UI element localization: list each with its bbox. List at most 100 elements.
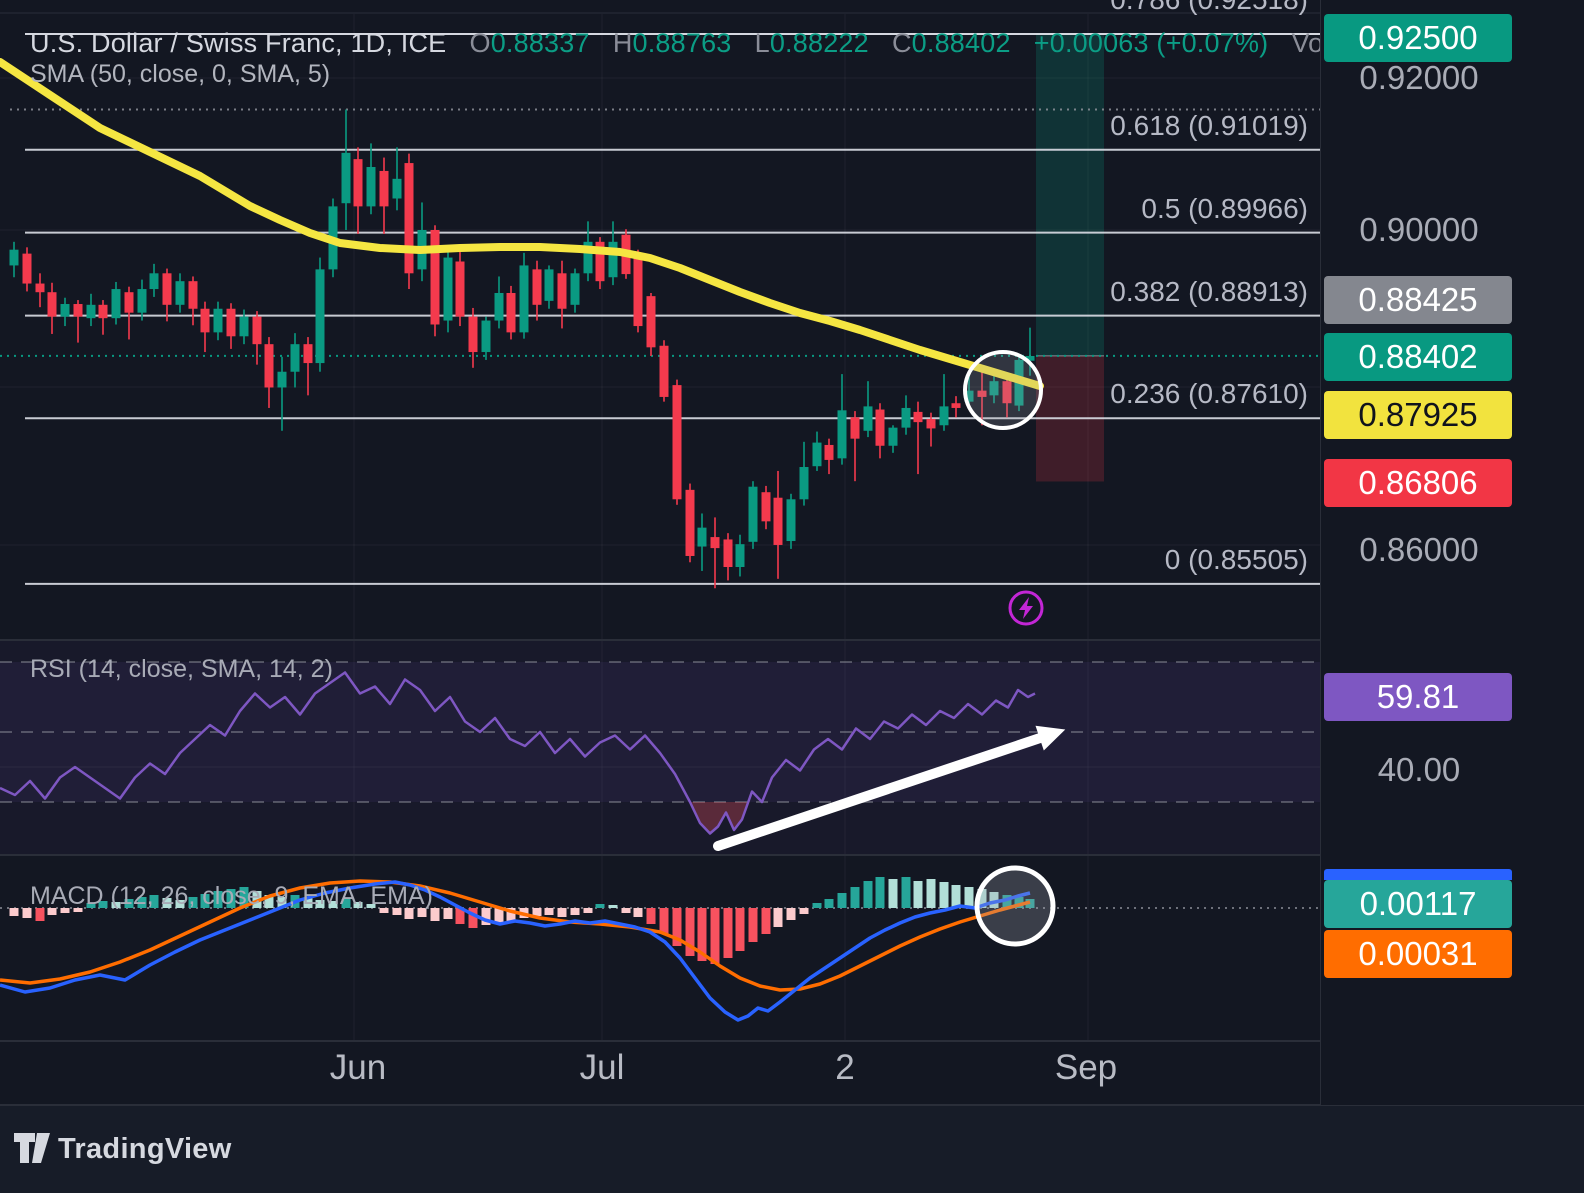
macd-histogram-bar (22, 908, 32, 918)
candlestick (964, 390, 974, 402)
candlestick (9, 249, 19, 266)
candlestick (60, 304, 70, 317)
candlestick (137, 289, 147, 313)
macd-histogram-bar (633, 908, 643, 917)
candlestick (773, 497, 783, 545)
candlestick (188, 281, 198, 309)
candlestick (455, 261, 465, 317)
candlestick (47, 292, 57, 317)
change-value: +0.00063 (+0.07%) (1033, 28, 1269, 58)
macd-histogram-bar (977, 889, 987, 908)
candlestick (443, 257, 453, 321)
candlestick (111, 289, 121, 319)
macd-histogram-bar (532, 908, 542, 916)
macd-signal-value-label: 0.00031 (1324, 930, 1512, 978)
macd-histogram-bar (1002, 895, 1012, 908)
candlestick (277, 371, 287, 388)
candlestick (86, 304, 96, 319)
trend-arrow-shaft (713, 729, 1057, 851)
macd-histogram-bar (608, 905, 618, 908)
sma-legend[interactable]: SMA (50, close, 0, SMA, 5) (30, 60, 331, 88)
macd-histogram-bar (913, 881, 923, 908)
open-value: 0.88337 (490, 28, 590, 58)
candlestick (951, 403, 961, 408)
candlestick (672, 385, 682, 500)
entry-price-label: 0.88425 (1324, 276, 1512, 324)
macd-line-axis-label (1324, 869, 1512, 880)
candlestick (252, 316, 262, 345)
macd-histogram-bar (964, 887, 974, 908)
macd-histogram-bar (162, 898, 172, 908)
candlestick (685, 489, 695, 556)
macd-histogram-bar (226, 889, 236, 908)
open-label: O (469, 28, 491, 58)
macd-histogram-bar (481, 908, 491, 925)
candlestick (430, 230, 440, 325)
trend-arrow-head (1035, 725, 1066, 751)
time-tick-label: Jul (579, 1048, 625, 1087)
macd-histogram-bar (468, 908, 478, 928)
candlestick (977, 390, 987, 397)
candlestick (901, 407, 911, 428)
macd-legend[interactable]: MACD (12, 26, close, 9, EMA, EMA) (30, 882, 433, 910)
candlestick (786, 499, 796, 542)
candlestick (812, 442, 822, 467)
macd-histogram-bar (404, 908, 414, 919)
macd-histogram-bar (697, 908, 707, 961)
candlestick (341, 152, 351, 204)
macd-histogram-bar (379, 908, 389, 913)
macd-histogram-bar (86, 903, 96, 908)
macd-histogram-bar (570, 908, 580, 915)
macd-histogram-bar (353, 902, 363, 908)
candlestick (926, 418, 936, 429)
candlestick (888, 427, 898, 446)
lightning-circle-icon (1008, 590, 1044, 626)
macd-histogram-bar (443, 908, 453, 919)
price-highlight-circle (963, 350, 1043, 430)
candlestick (226, 308, 236, 337)
macd-signal-line (0, 879, 1031, 992)
fib-level-label: 0 (0.85505) (1164, 543, 1308, 575)
candlestick (124, 292, 134, 313)
fib-level-label: 0.382 (0.88913) (1110, 275, 1308, 307)
macd-histogram-bar (723, 908, 733, 958)
candlestick (875, 409, 885, 446)
high-label: H (612, 28, 633, 58)
candlestick (149, 273, 159, 290)
tradingview-wordmark[interactable]: TradingView (58, 1133, 232, 1165)
macd-histogram-bar (799, 908, 809, 914)
rsi-value-label: 59.81 (1324, 673, 1512, 721)
macd-histogram-bar (557, 908, 567, 917)
macd-histogram-bar (73, 908, 83, 912)
macd-histogram-bar (303, 898, 313, 908)
macd-histogram-bar (951, 885, 961, 908)
macd-histogram-bar (430, 908, 440, 921)
rsi-legend[interactable]: RSI (14, close, SMA, 14, 2) (30, 655, 333, 683)
symbol-legend[interactable]: U.S. Dollar / Swiss Franc, 1D, ICE O0.88… (30, 28, 1345, 59)
macd-histogram-bar (341, 899, 351, 908)
candlestick (98, 304, 108, 319)
candlestick (494, 292, 504, 321)
candlestick (850, 417, 860, 439)
candlestick (353, 159, 363, 207)
fib-level-label: 0.5 (0.89966) (1141, 192, 1308, 224)
fib-level-label: 0.786 (0.92518) (1110, 0, 1308, 16)
symbol-title[interactable]: U.S. Dollar / Swiss Franc, 1D, ICE (30, 28, 447, 58)
candlestick (290, 344, 300, 372)
macd-histogram-bar (315, 900, 325, 908)
rsi-tick-label: 40.00 (1377, 751, 1461, 788)
target-price-label: 0.92500 (1324, 14, 1512, 62)
macd-histogram-bar (621, 908, 631, 913)
candlestick (532, 269, 542, 305)
macd-histogram-bar (264, 895, 274, 908)
candlestick (213, 308, 223, 333)
price-tick-label: 0.86000 (1359, 531, 1479, 568)
tradingview-logo-icon[interactable] (14, 1133, 54, 1169)
macd-histogram-bar (149, 895, 159, 908)
candlestick (633, 253, 643, 327)
macd-histogram-bar (646, 908, 656, 924)
candlestick (264, 344, 274, 388)
candlestick (506, 292, 516, 333)
candlestick (735, 544, 745, 568)
